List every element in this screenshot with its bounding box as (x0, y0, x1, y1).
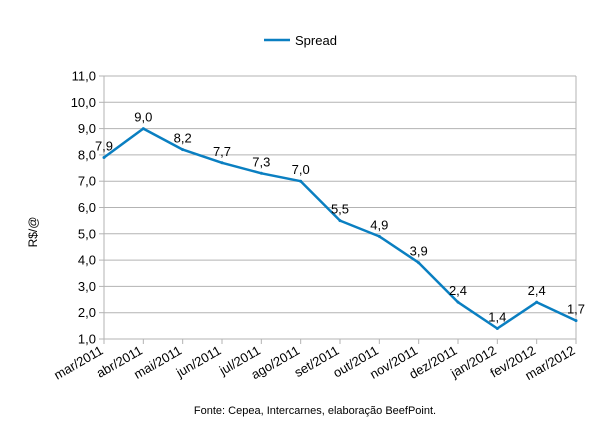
y-tick-label-1: 2,0 (78, 305, 96, 320)
data-point-5 (299, 179, 303, 183)
data-point-8 (417, 261, 421, 265)
data-label-6: 5,5 (331, 202, 349, 217)
data-label-4: 7,3 (252, 154, 270, 169)
data-label-1: 9,0 (134, 110, 152, 125)
y-tick-label-3: 4,0 (78, 253, 96, 268)
x-tick-label-3: jun/2011 (173, 343, 224, 381)
data-label-9: 2,4 (449, 283, 467, 298)
data-point-1 (141, 127, 145, 131)
source-note: Fonte: Cepea, Intercarnes, elaboração Be… (194, 405, 436, 417)
data-label-2: 8,2 (174, 131, 192, 146)
x-tick-label-0: mar/2011 (51, 343, 105, 383)
data-point-9 (456, 300, 460, 304)
data-label-10: 1,4 (488, 309, 506, 324)
legend: Spread (264, 33, 337, 48)
data-point-6 (338, 219, 342, 223)
series-spread (103, 127, 577, 330)
axes (99, 75, 577, 344)
data-point-7 (377, 234, 381, 238)
y-axis-title: R$/@ (26, 217, 40, 248)
y-tick-label-8: 9,0 (78, 121, 96, 136)
x-axis-tick-labels: mar/2011abr/2011mai/2011jun/2011jul/2011… (51, 343, 577, 383)
data-label-12: 1,7 (567, 302, 585, 317)
data-label-11: 2,4 (528, 283, 546, 298)
y-tick-label-5: 6,0 (78, 200, 96, 215)
y-tick-label-4: 5,0 (78, 226, 96, 241)
data-point-2 (181, 148, 185, 152)
y-tick-label-0: 1,0 (78, 332, 96, 347)
data-label-8: 3,9 (410, 244, 428, 259)
data-point-4 (259, 171, 263, 175)
data-point-12 (574, 319, 578, 323)
data-labels: 7,9 9,0 8,2 7,7 7,3 7,0 5,5 4,9 3,9 2,4 1,4 2,4 1,7 (95, 110, 585, 325)
data-label-0: 7,9 (95, 139, 113, 154)
data-label-7: 4,9 (370, 217, 388, 232)
series-line-spread (103, 127, 577, 330)
y-tick-label-7: 8,0 (78, 147, 96, 162)
data-label-3: 7,7 (213, 144, 231, 159)
data-point-11 (535, 300, 539, 304)
data-label-5: 7,0 (292, 162, 310, 177)
legend-label-spread: Spread (295, 33, 337, 48)
y-tick-label-6: 7,0 (78, 174, 96, 189)
gridlines (104, 75, 576, 340)
data-point-3 (220, 161, 224, 165)
y-axis-tick-labels: 1,0 2,0 3,0 4,0 5,0 6,0 7,0 8,0 9,0 10,0 11,0 (71, 69, 96, 347)
data-point-10 (495, 326, 499, 330)
data-point-0 (102, 156, 106, 160)
y-tick-label-2: 3,0 (78, 279, 96, 294)
y-tick-label-10: 11,0 (72, 69, 96, 84)
y-tick-label-9: 10,0 (71, 95, 96, 110)
data-points (102, 127, 578, 330)
